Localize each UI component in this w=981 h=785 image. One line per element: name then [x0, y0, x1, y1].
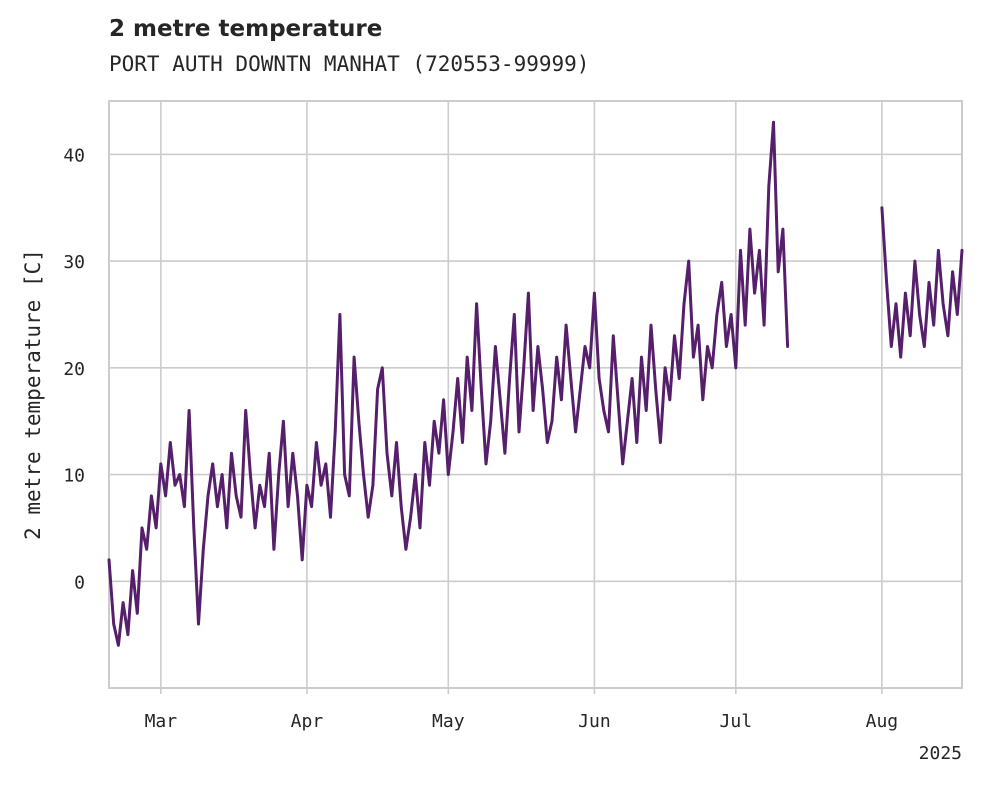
chart-subtitle: PORT AUTH DOWNTN MANHAT (720553-99999)	[109, 52, 590, 76]
x-tick-label: Aug	[866, 711, 899, 732]
plot-frame	[108, 100, 963, 689]
x-tick-label: Apr	[291, 711, 324, 732]
x-axis: Mar Apr May Jun Jul Aug	[145, 688, 899, 732]
y-tick-label: 30	[63, 252, 85, 273]
y-tick-label: 10	[63, 466, 85, 487]
x-tick-label: Jul	[720, 711, 753, 732]
x-tick-label: May	[432, 711, 465, 732]
y-tick-label: 40	[63, 145, 85, 166]
y-axis-label: 2 metre temperature [C]	[21, 249, 45, 540]
x-axis-offset-label: 2025	[919, 743, 962, 764]
y-tick-label: 0	[74, 572, 85, 593]
chart-title: 2 metre temperature	[109, 16, 383, 42]
temperature-series-line-1	[107, 120, 790, 647]
temperature-series-line-2	[880, 206, 964, 359]
y-tick-label: 20	[63, 359, 85, 380]
y-axis: 0 10 20 30 40	[63, 145, 85, 593]
x-tick-label: Mar	[145, 711, 178, 732]
x-tick-label: Jun	[578, 711, 611, 732]
series-layer	[107, 120, 964, 647]
